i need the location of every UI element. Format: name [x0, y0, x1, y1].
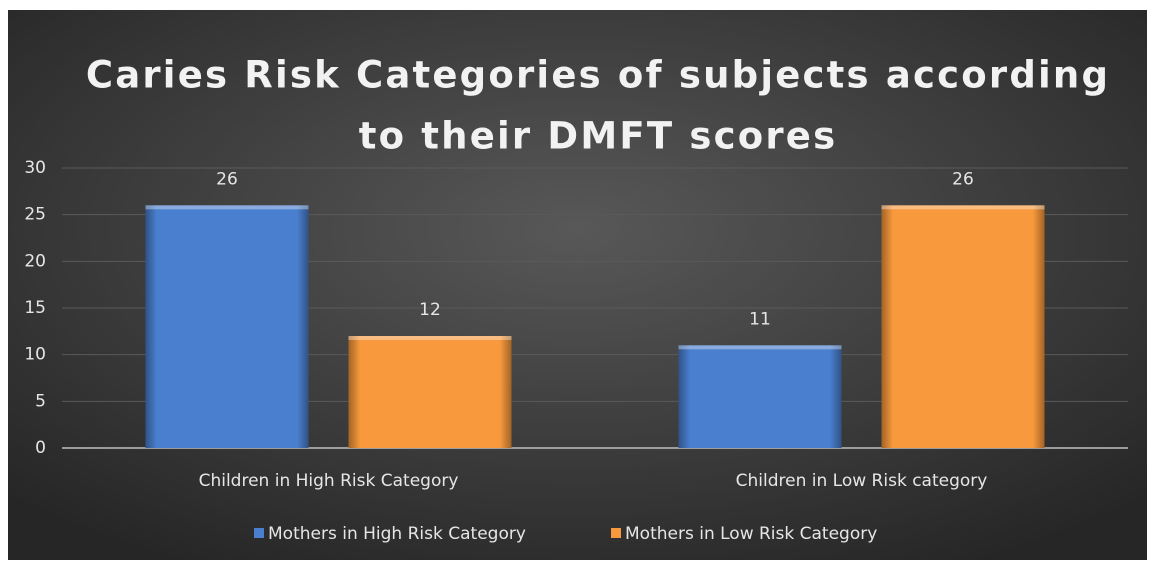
bar-bevel [881, 205, 1045, 448]
y-tick-label: 10 [24, 345, 46, 365]
y-tick-label: 5 [35, 391, 46, 411]
bar-top [678, 345, 842, 350]
y-tick-label: 25 [24, 205, 46, 225]
data-label: 26 [952, 169, 974, 189]
bar-top [881, 205, 1045, 210]
bar-bevel [145, 205, 309, 448]
legend-swatch [254, 528, 264, 538]
bar-top [145, 205, 309, 210]
data-label: 11 [749, 309, 771, 329]
y-tick-label: 15 [24, 298, 46, 318]
bar-bevel [678, 345, 842, 448]
data-label: 26 [216, 169, 238, 189]
y-tick-label: 20 [24, 251, 46, 271]
chart-title: Caries Risk Categories of subjects accor… [86, 54, 1110, 97]
y-tick-label: 0 [35, 438, 46, 458]
chart-title: to their DMFT scores [359, 115, 838, 158]
legend-label: Mothers in High Risk Category [268, 524, 526, 544]
x-tick-label: Children in Low Risk category [736, 471, 988, 491]
legend-swatch [611, 528, 621, 538]
legend-label: Mothers in Low Risk Category [625, 524, 877, 544]
data-label: 12 [419, 300, 441, 320]
y-tick-label: 30 [24, 158, 46, 178]
bar-bevel [348, 336, 512, 448]
bar-top [348, 336, 512, 340]
x-tick-label: Children in High Risk Category [199, 471, 459, 491]
